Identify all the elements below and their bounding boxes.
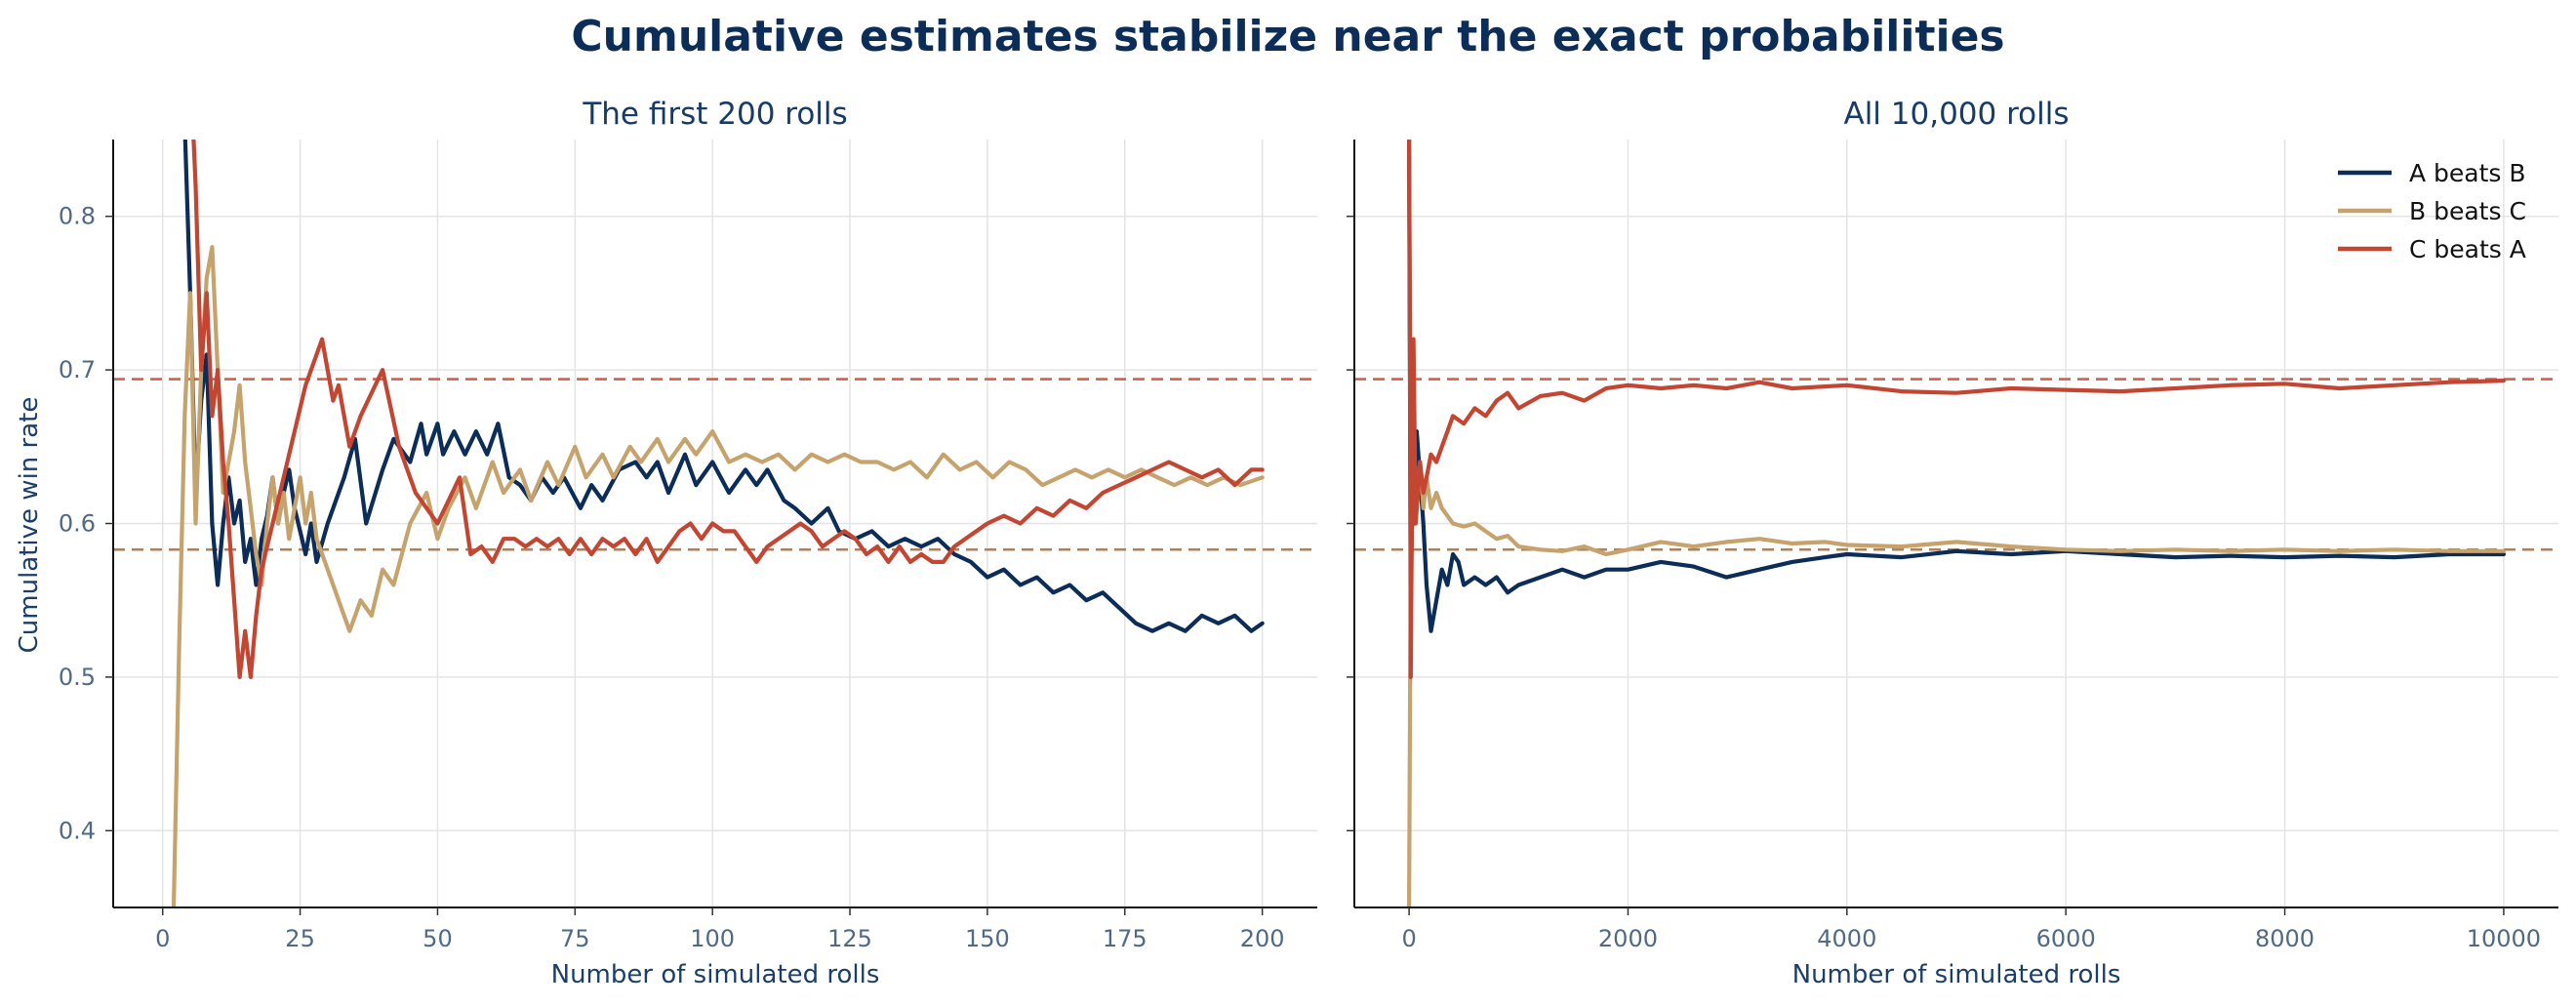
- left-panel-plot: 0 25 50 75 100 125 150 175 200 0.4 0.5 0.6 0.7 0.8: [59, 140, 1317, 952]
- x-tick-label: 0: [1401, 925, 1416, 952]
- figure-title: Cumulative estimates stabilize near the …: [571, 12, 2004, 61]
- x-tick-label: 4000: [1817, 925, 1876, 952]
- x-tick-label: 0: [155, 925, 170, 952]
- legend-label-b-beats-c: B beats C: [2409, 197, 2526, 225]
- right-x-axis-label: Number of simulated rolls: [1792, 960, 2121, 989]
- x-tick-label: 150: [965, 925, 1010, 952]
- x-tick-label: 8000: [2255, 925, 2314, 952]
- y-tick-label: 0.4: [59, 817, 96, 844]
- x-tick-label: 200: [1240, 925, 1285, 952]
- series-line-a-beats-b: [1406, 140, 2506, 633]
- x-tick-label: 6000: [2036, 925, 2096, 952]
- x-tick-label: 2000: [1598, 925, 1658, 952]
- series-line-c-beats-a: [1406, 140, 2506, 680]
- x-tick-label: 175: [1103, 925, 1147, 952]
- x-tick-label: 50: [423, 925, 453, 952]
- right-panel-title: All 10,000 rolls: [1843, 97, 2069, 132]
- left-x-axis-label: Number of simulated rolls: [551, 960, 880, 989]
- legend: A beats B B beats C C beats A: [2338, 159, 2526, 263]
- y-tick-label: 0.8: [59, 203, 96, 230]
- series-line-b-beats-c: [1406, 429, 2506, 907]
- y-axis-label: Cumulative win rate: [15, 397, 44, 654]
- x-tick-label: 75: [560, 925, 590, 952]
- series-line-b-beats-c: [171, 245, 1265, 907]
- y-tick-label: 0.5: [59, 664, 96, 691]
- series-line-a-beats-b: [182, 140, 1265, 633]
- y-tick-label: 0.6: [59, 510, 96, 538]
- right-panel-plot: 0 2000 4000 6000 8000 10000: [1347, 140, 2558, 952]
- series-line-c-beats-a: [191, 140, 1265, 680]
- x-tick-label: 125: [827, 925, 872, 952]
- x-tick-label: 25: [285, 925, 315, 952]
- left-panel-title: The first 200 rolls: [582, 97, 847, 132]
- legend-label-c-beats-a: C beats A: [2409, 235, 2526, 263]
- y-tick-label: 0.7: [59, 356, 96, 383]
- legend-label-a-beats-b: A beats B: [2409, 159, 2526, 187]
- x-tick-label: 100: [690, 925, 735, 952]
- x-tick-label: 10000: [2467, 925, 2541, 952]
